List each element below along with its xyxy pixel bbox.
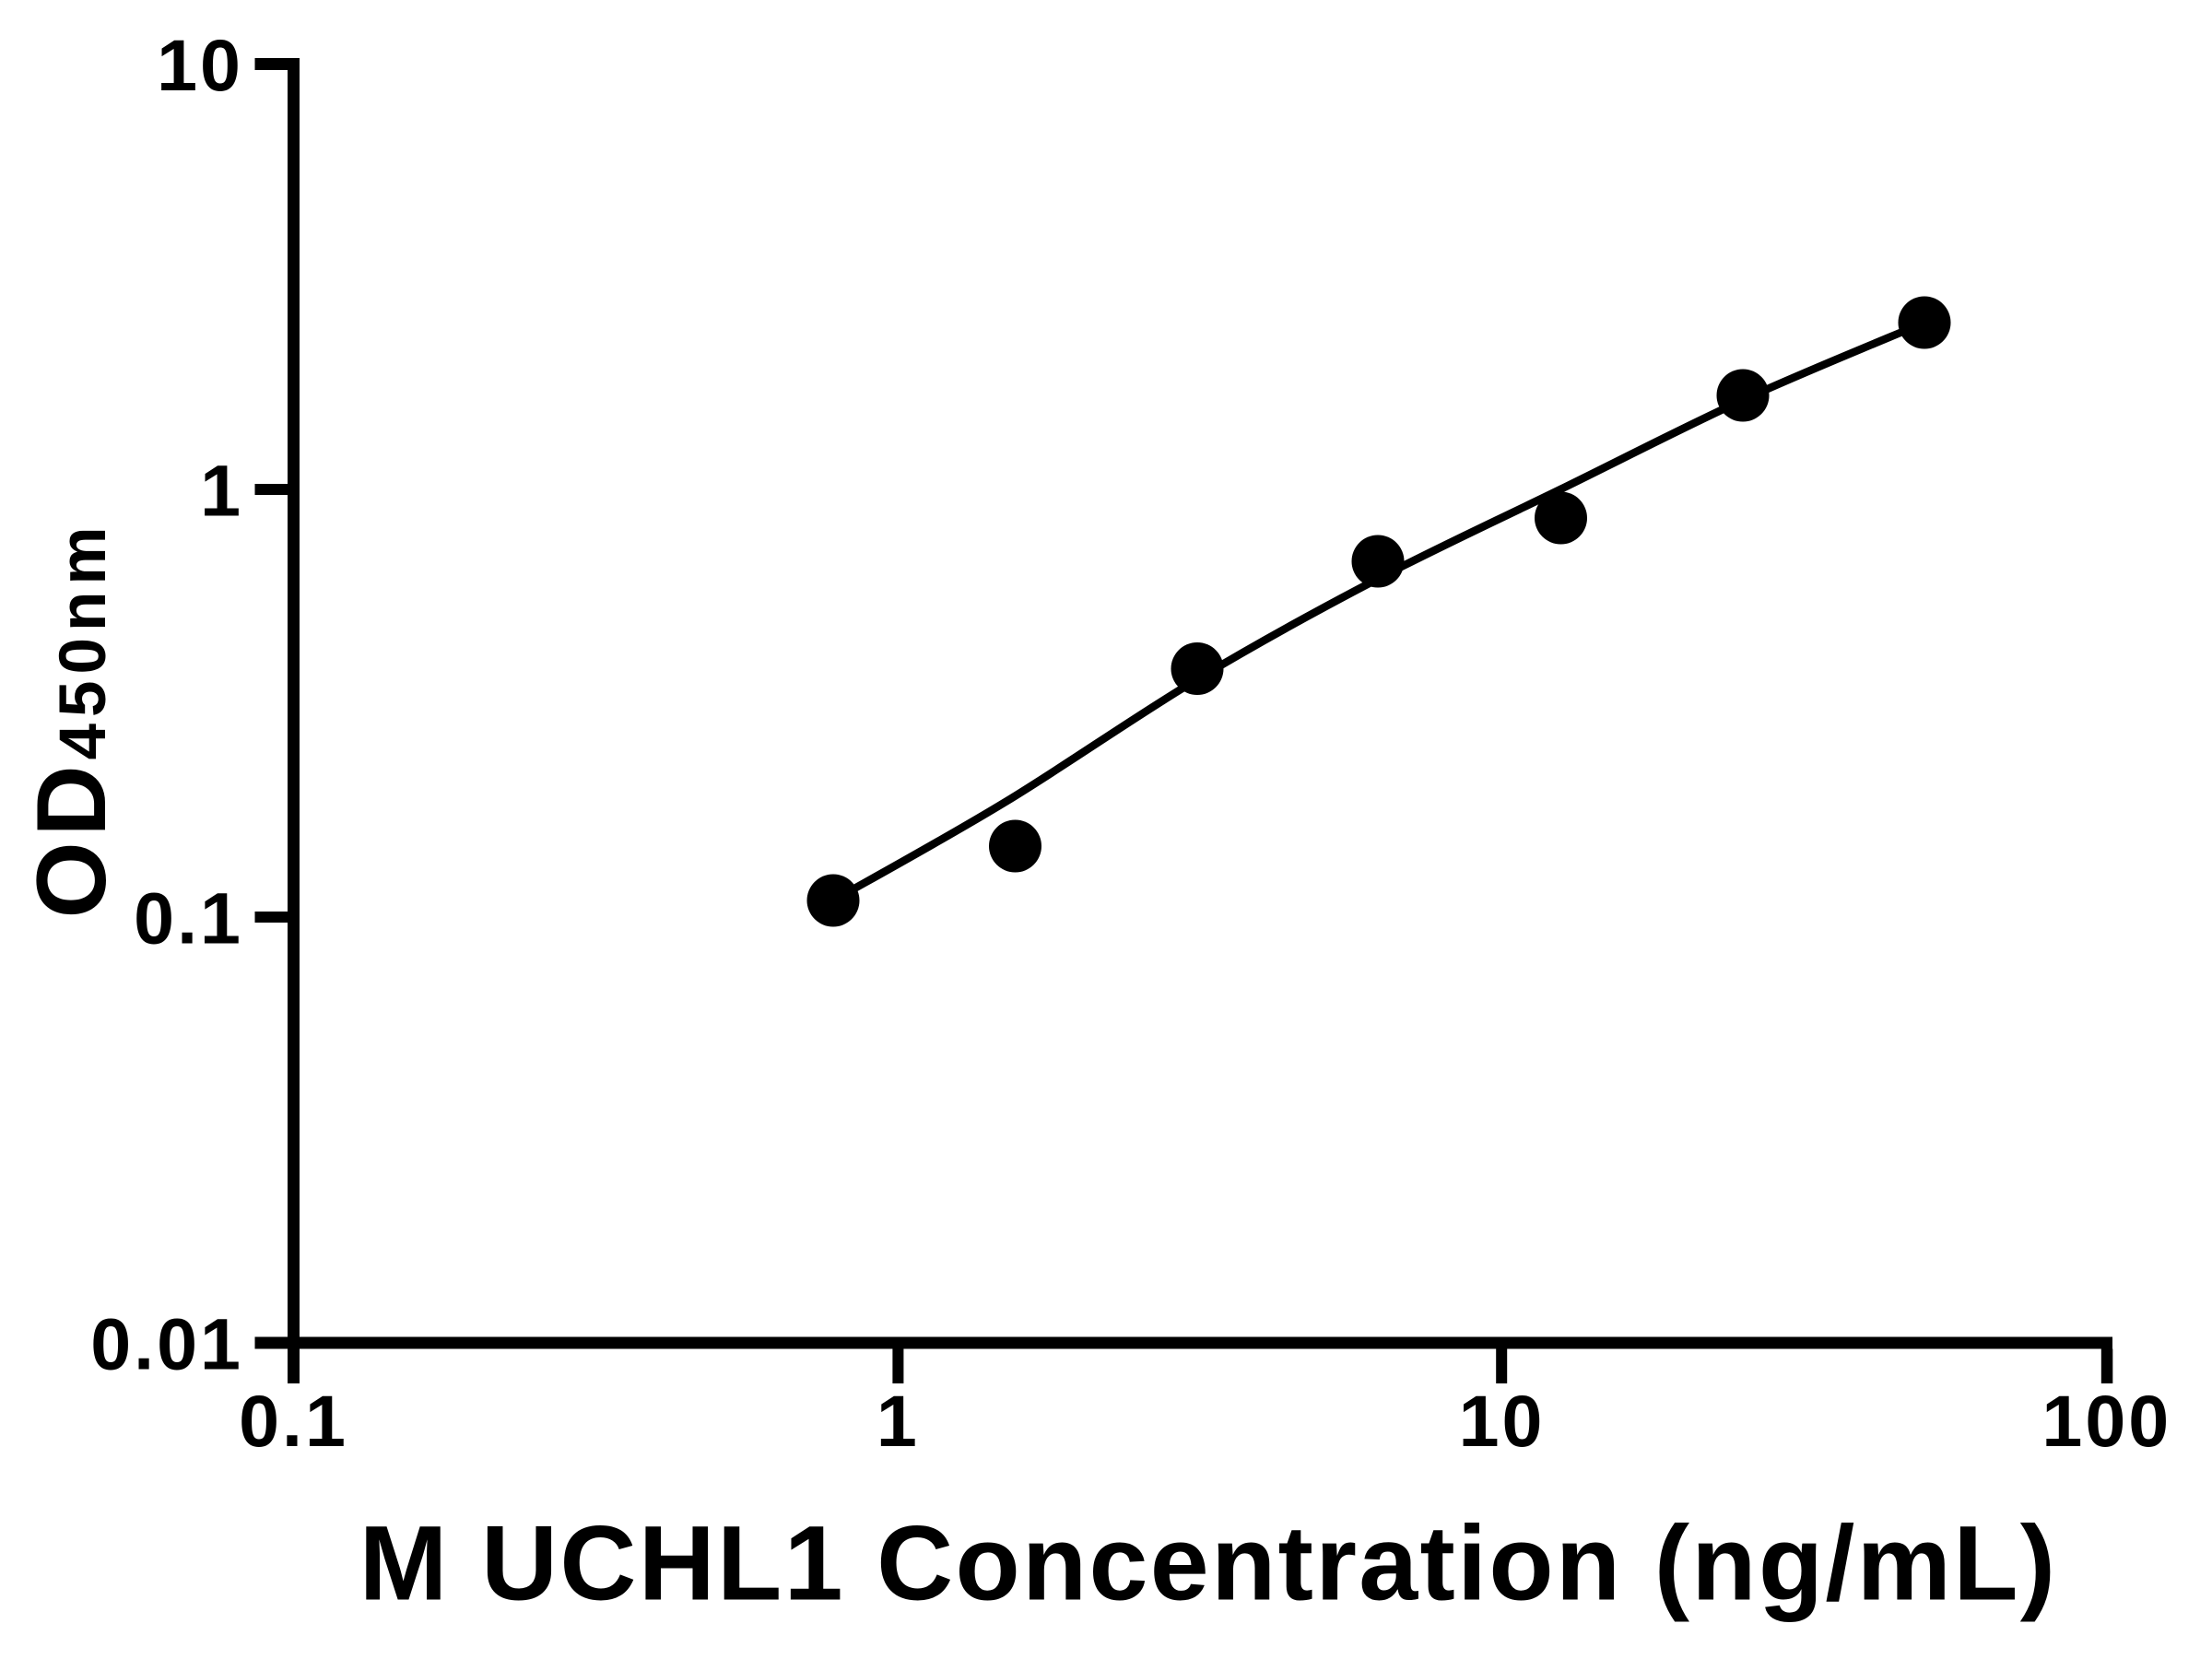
svg-text:0.1: 0.1 — [134, 877, 243, 959]
svg-text:1: 1 — [877, 1380, 920, 1462]
svg-text:10: 10 — [1459, 1380, 1546, 1462]
svg-text:M UCHL1 Concentration (ng/mL): M UCHL1 Concentration (ng/mL) — [359, 1505, 2058, 1623]
svg-text:100: 100 — [2041, 1380, 2171, 1462]
svg-text:0.01: 0.01 — [90, 1303, 243, 1385]
svg-text:0.1: 0.1 — [239, 1380, 348, 1462]
svg-text:10: 10 — [157, 24, 243, 106]
svg-text:OD450nm: OD450nm — [16, 521, 126, 919]
svg-text:1: 1 — [200, 450, 243, 532]
